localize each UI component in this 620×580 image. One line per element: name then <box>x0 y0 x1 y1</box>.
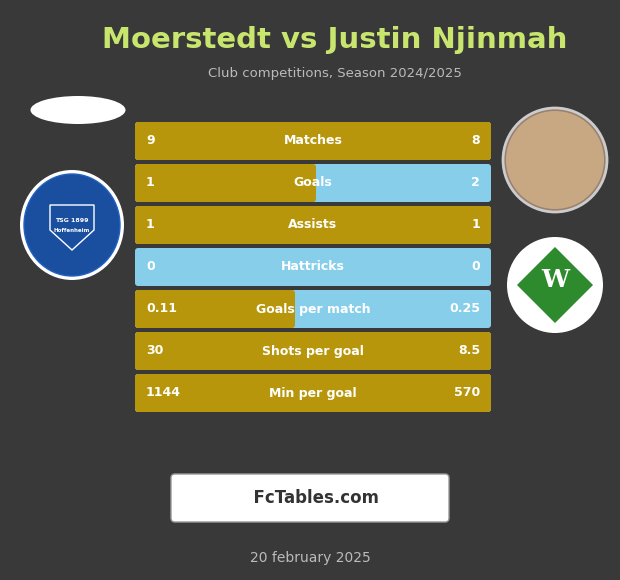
Text: 20 february 2025: 20 february 2025 <box>250 551 370 565</box>
Polygon shape <box>50 205 94 250</box>
Text: 570: 570 <box>454 386 480 400</box>
Ellipse shape <box>20 170 124 280</box>
Text: 2: 2 <box>471 176 480 190</box>
FancyBboxPatch shape <box>135 122 491 160</box>
Circle shape <box>506 111 604 209</box>
FancyBboxPatch shape <box>135 374 491 412</box>
Text: Assists: Assists <box>288 219 337 231</box>
Text: 8.5: 8.5 <box>458 345 480 357</box>
FancyBboxPatch shape <box>135 164 316 202</box>
Text: 0: 0 <box>471 260 480 274</box>
FancyBboxPatch shape <box>135 206 491 244</box>
FancyBboxPatch shape <box>135 332 491 370</box>
FancyBboxPatch shape <box>135 206 491 244</box>
FancyBboxPatch shape <box>135 290 295 328</box>
Text: Goals per match: Goals per match <box>255 303 370 316</box>
Polygon shape <box>515 245 595 325</box>
Text: Goals: Goals <box>294 176 332 190</box>
Text: 1: 1 <box>471 219 480 231</box>
Circle shape <box>511 241 599 329</box>
Circle shape <box>503 108 607 212</box>
Text: Min per goal: Min per goal <box>269 386 357 400</box>
FancyBboxPatch shape <box>135 290 491 328</box>
Text: Hoffenheim: Hoffenheim <box>54 227 90 233</box>
FancyBboxPatch shape <box>135 374 491 412</box>
Text: 1: 1 <box>146 176 155 190</box>
Text: Hattricks: Hattricks <box>281 260 345 274</box>
Ellipse shape <box>30 96 125 124</box>
Text: FcTables.com: FcTables.com <box>242 489 378 507</box>
FancyBboxPatch shape <box>135 248 491 286</box>
Text: 1: 1 <box>146 219 155 231</box>
Text: 1144: 1144 <box>146 386 181 400</box>
Ellipse shape <box>24 174 120 276</box>
Text: Matches: Matches <box>283 135 342 147</box>
Text: 0: 0 <box>146 260 155 274</box>
Text: 0.11: 0.11 <box>146 303 177 316</box>
Text: W: W <box>541 268 569 292</box>
Text: 0.25: 0.25 <box>449 303 480 316</box>
FancyBboxPatch shape <box>135 332 491 370</box>
FancyBboxPatch shape <box>171 474 449 522</box>
Text: 8: 8 <box>471 135 480 147</box>
Text: TSG 1899: TSG 1899 <box>55 218 89 223</box>
Text: Shots per goal: Shots per goal <box>262 345 364 357</box>
Text: 9: 9 <box>146 135 154 147</box>
FancyBboxPatch shape <box>135 164 491 202</box>
Text: Moerstedt vs Justin Njinmah: Moerstedt vs Justin Njinmah <box>102 26 567 54</box>
Text: Club competitions, Season 2024/2025: Club competitions, Season 2024/2025 <box>208 67 462 79</box>
Circle shape <box>507 237 603 333</box>
FancyBboxPatch shape <box>135 122 491 160</box>
Text: 30: 30 <box>146 345 164 357</box>
